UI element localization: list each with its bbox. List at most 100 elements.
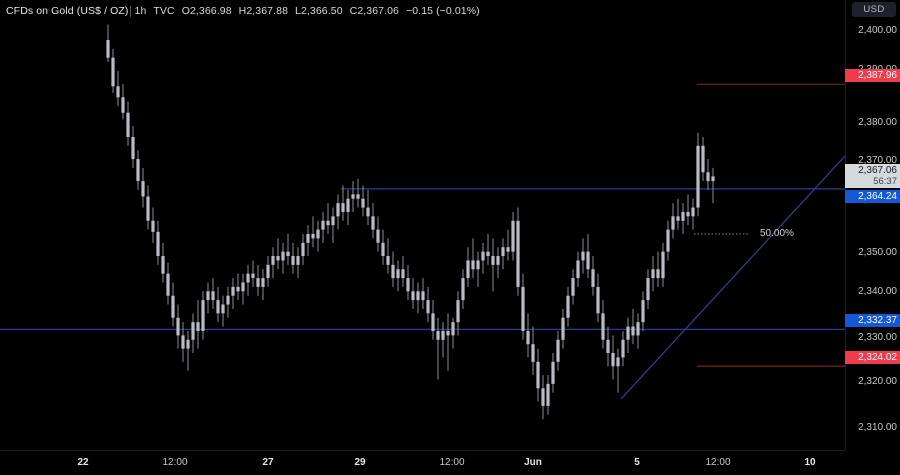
candle [296,247,300,279]
candle-series [106,24,715,420]
time-tick: 12:00 [439,457,465,468]
candle [151,207,155,243]
price-tick: 2,320.00 [858,376,897,387]
candle [511,211,515,261]
candle [431,300,435,340]
candle [466,247,470,287]
candle [486,234,490,265]
candle [696,132,700,217]
badge-value: 2,364.24 [858,191,897,202]
candlestick-canvas [0,24,845,420]
candle [601,300,605,349]
legend-exchange: TVC [153,5,175,17]
legend-divider [129,5,131,17]
candle [226,286,230,318]
badge-value: 2,387.96 [858,70,897,81]
time-tick: 5 [634,457,640,468]
time-tick: 10 [804,457,816,468]
candle [206,282,210,314]
candle [621,330,625,367]
candle [611,335,615,380]
trendline-segment[interactable] [620,155,845,400]
candle [701,137,705,182]
candle [661,242,665,287]
candle [506,229,510,261]
candle [186,330,190,371]
candle [706,159,710,190]
candle [401,256,405,287]
chart-plot-area[interactable] [0,18,845,450]
price-axis[interactable]: 2,400.002,390.002,380.002,370.002,360.00… [845,0,900,450]
candle [146,185,150,230]
candle [111,48,115,93]
time-axis[interactable]: 22 12:00 27 29 12:00 Jun 5 12:00 10 [0,450,845,475]
candle [366,189,370,226]
candle [201,291,205,340]
candle [136,150,140,190]
legend-close: C2,367.06 [349,5,399,17]
candle [116,70,120,107]
candle [451,317,455,349]
candle [676,198,680,230]
candle [191,313,195,354]
badge-value: 2,332.37 [858,315,897,326]
candle [521,273,525,340]
candle [396,260,400,292]
candle [566,286,570,327]
candle [416,282,420,314]
candle [531,326,535,376]
candle [281,242,285,274]
legend-low: L2,366.50 [295,5,343,17]
candle [386,238,390,274]
candle [306,225,310,257]
legend-open: O2,366.98 [181,5,232,17]
candle [456,291,460,336]
candle [301,234,305,265]
candle [686,194,690,226]
legend-interval[interactable]: 1h [134,5,147,17]
candle [131,126,135,168]
candle [576,251,580,287]
candle [561,308,565,349]
candle [496,247,500,279]
candle [346,189,350,226]
trendline [620,155,845,400]
fib-level-label: 50.00% [760,228,794,239]
candle [331,207,335,243]
chart-legend[interactable]: CFDs on Gold (US$ / OZ) 1h TVC O2,366.98… [6,4,480,18]
candle [471,238,475,279]
time-tick: 12:00 [162,457,188,468]
price-badge-bid[interactable]: 2,364.24 [845,190,900,203]
candle [391,251,395,287]
candle [311,216,315,248]
candle [161,242,165,283]
price-tick: 2,400.00 [858,25,897,36]
candle [361,185,365,217]
candle [556,330,560,371]
candle [341,185,345,221]
price-badge-support-lower[interactable]: 2,324.02 [845,351,900,364]
legend-symbol[interactable]: CFDs on Gold (US$ / OZ) [6,5,129,17]
candle [606,326,610,367]
price-badge-resistance-upper[interactable]: 2,387.96 [845,69,900,82]
candle [231,278,235,309]
price-tick: 2,310.00 [858,422,897,433]
candle [196,300,200,349]
candle [571,269,575,305]
candle [171,282,175,327]
price-badge-last-price[interactable]: 2,367.06 56:37 [845,164,900,188]
time-tick: 22 [77,457,89,468]
legend-high: H2,367.88 [238,5,289,17]
candle [336,194,340,230]
candle [551,353,555,393]
price-badge-support-level[interactable]: 2,332.37 [845,314,900,327]
candle [636,313,640,349]
badge-value: 2,367.06 [858,165,897,176]
price-tick: 2,380.00 [858,117,897,128]
currency-label[interactable]: USD [852,2,896,17]
candle [256,264,260,296]
candle [641,291,645,331]
candle [516,207,520,296]
price-level-lines [0,83,845,367]
